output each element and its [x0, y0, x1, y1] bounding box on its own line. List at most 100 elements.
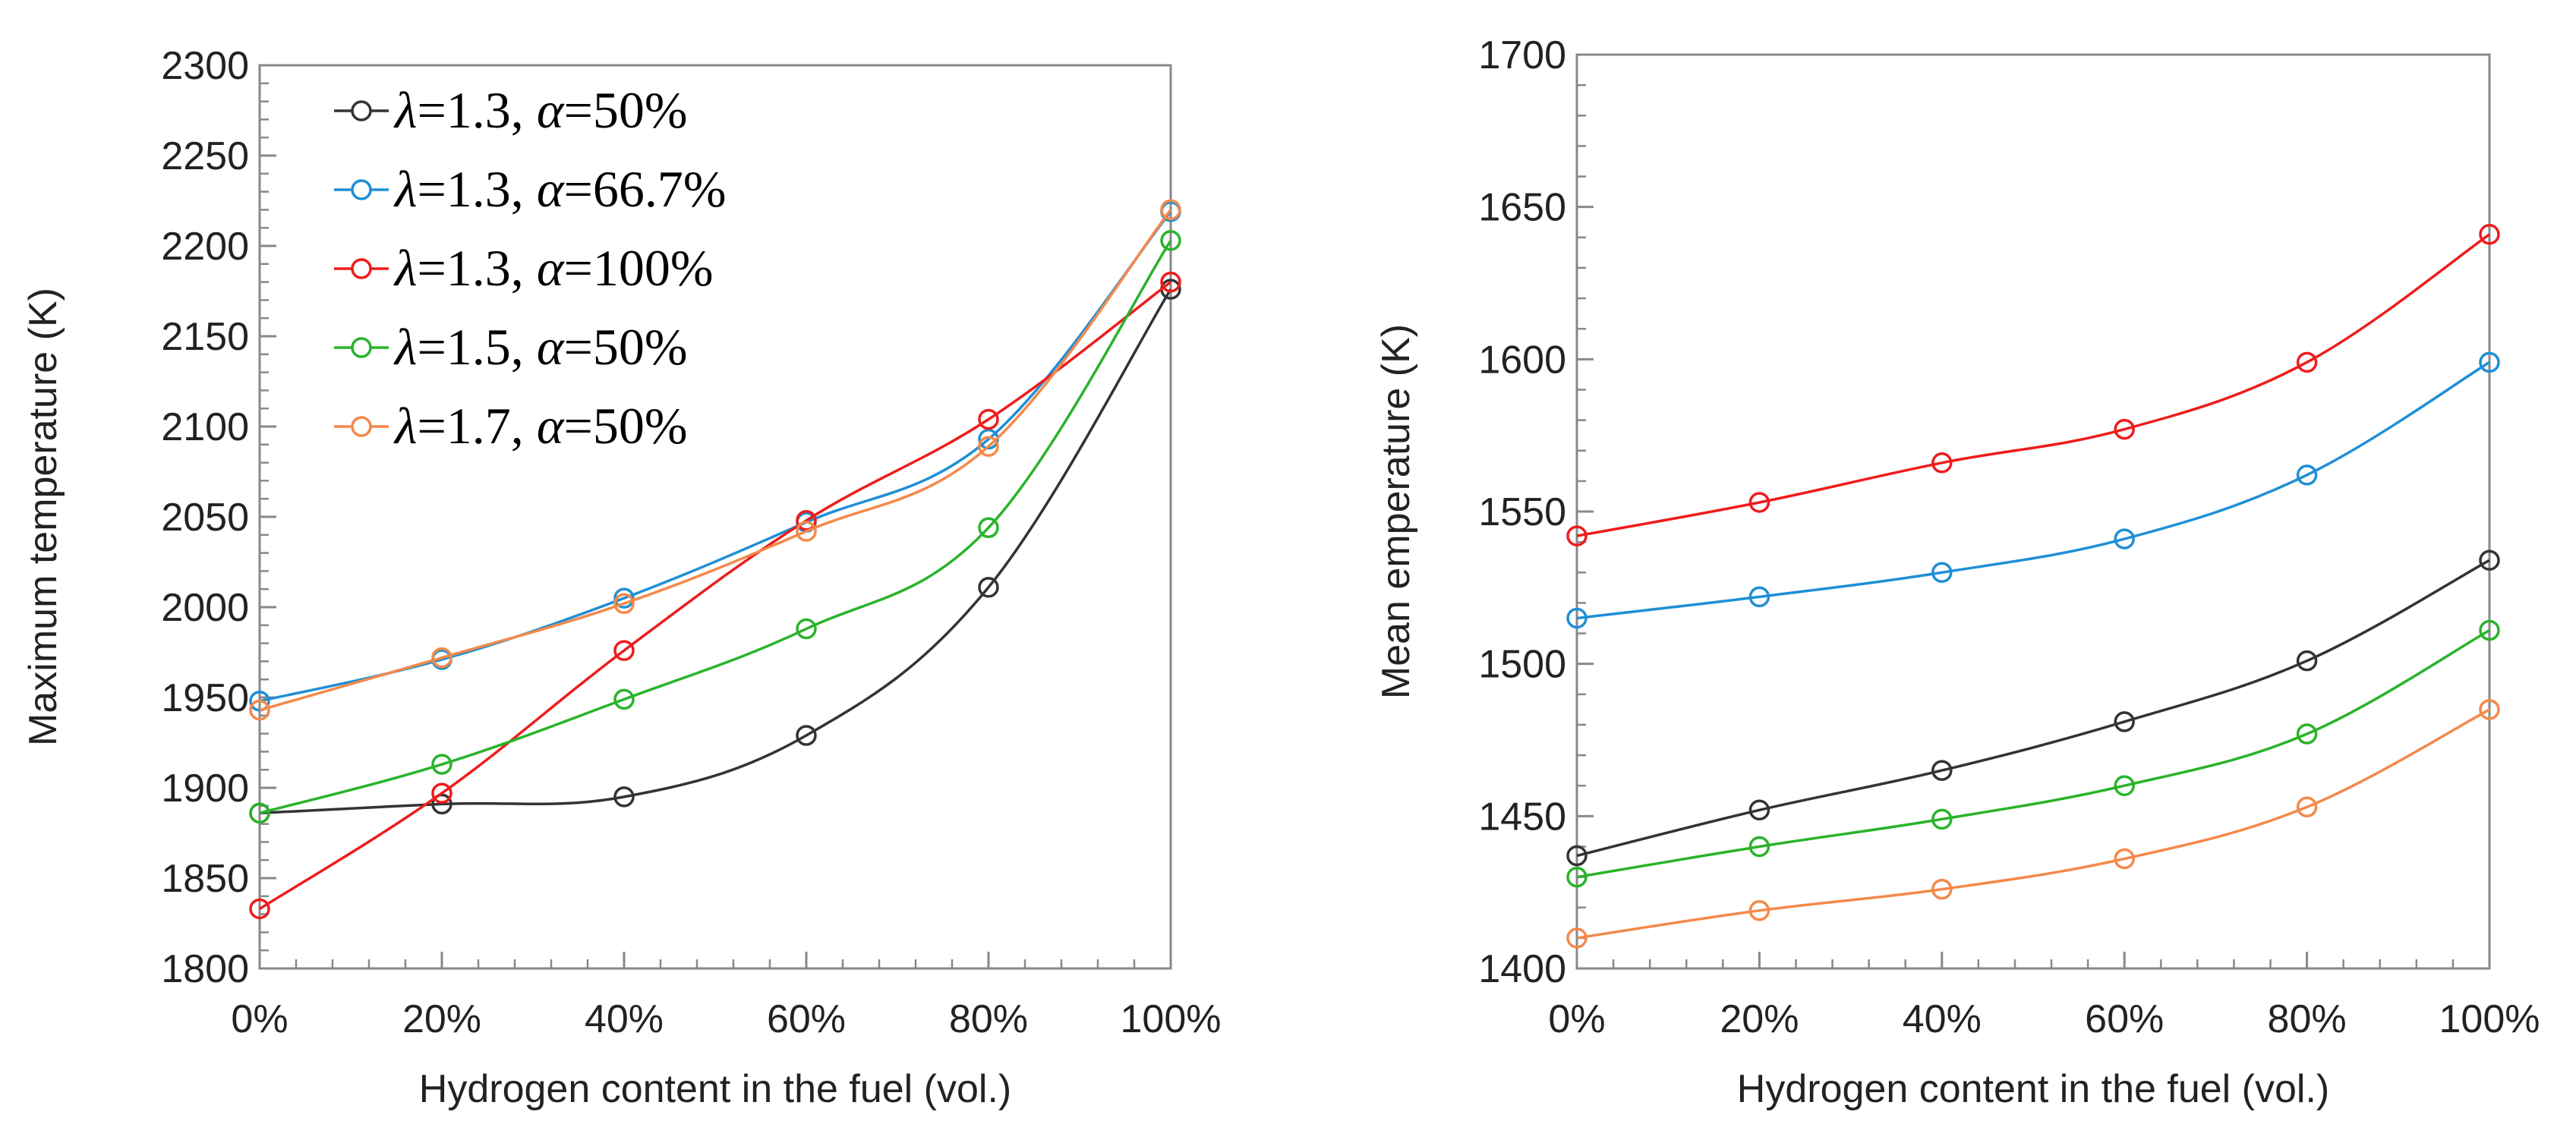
- legend-marker: [351, 416, 372, 437]
- lambda-symbol: λ: [393, 160, 417, 218]
- x-axis-title: Hydrogen content in the fuel (vol.): [1737, 1067, 2329, 1111]
- data-point: [978, 436, 999, 457]
- y-tick-label: 1650: [1478, 186, 1566, 230]
- lambda-value: =1.3,: [417, 81, 536, 139]
- x-tick-label: 100%: [2439, 997, 2540, 1041]
- series-1: [1566, 351, 2500, 629]
- series-line: [259, 210, 1172, 703]
- data-point: [2114, 775, 2135, 796]
- data-point: [2479, 549, 2500, 571]
- legend-marker: [351, 100, 372, 121]
- legend-item: λ=1.3, α=50%: [334, 81, 688, 139]
- legend-label: λ=1.3, α=100%: [393, 239, 714, 297]
- legend-marker: [351, 258, 372, 279]
- lambda-symbol: λ: [393, 318, 417, 376]
- series-2: [1566, 224, 2500, 546]
- alpha-symbol: α: [537, 318, 565, 376]
- data-point: [2296, 650, 2318, 672]
- legend-item: λ=1.3, α=100%: [334, 239, 714, 297]
- lambda-symbol: λ: [393, 81, 417, 139]
- data-point: [249, 691, 270, 712]
- data-point: [249, 898, 270, 920]
- x-tick-label: 40%: [1903, 997, 1982, 1041]
- legend-marker: [351, 179, 372, 200]
- y-tick-label: 1850: [161, 857, 249, 901]
- y-tick-label: 2000: [161, 586, 249, 630]
- lambda-value: =1.3,: [417, 239, 536, 297]
- data-point: [431, 793, 452, 815]
- data-point: [1931, 562, 1953, 584]
- x-tick-label: 60%: [767, 997, 846, 1041]
- y-tick-label: 2050: [161, 496, 249, 540]
- x-tick-label: 20%: [402, 997, 481, 1041]
- data-point: [2479, 699, 2500, 720]
- data-point: [2296, 464, 2318, 486]
- y-tick-label: 2250: [161, 134, 249, 178]
- series-line: [1576, 559, 2490, 858]
- lambda-value: =1.5,: [417, 318, 536, 376]
- data-point: [1931, 760, 1953, 781]
- data-point: [1160, 230, 1181, 251]
- y-tick-label: 2300: [161, 44, 249, 88]
- data-point: [2114, 848, 2135, 870]
- data-point: [1566, 525, 1588, 546]
- series-2: [249, 271, 1181, 920]
- data-point: [2114, 418, 2135, 440]
- data-point: [2479, 351, 2500, 373]
- series-line: [1576, 628, 2490, 879]
- legend-label: λ=1.3, α=66.7%: [393, 160, 727, 218]
- y-tick-label: 1400: [1478, 947, 1566, 991]
- legend-marker: [351, 337, 372, 358]
- series-line: [1576, 361, 2490, 620]
- data-point: [2479, 619, 2500, 641]
- y-tick-label: 2200: [161, 225, 249, 269]
- series-line: [259, 281, 1172, 910]
- alpha-symbol: α: [537, 397, 565, 455]
- data-point: [249, 699, 270, 721]
- data-point: [431, 754, 452, 775]
- series-4: [1566, 699, 2500, 949]
- data-point: [978, 577, 999, 598]
- data-point: [1566, 866, 1588, 888]
- lambda-value: =1.3,: [417, 160, 536, 218]
- series-4: [249, 199, 1181, 721]
- data-point: [1748, 899, 1770, 921]
- data-point: [796, 618, 817, 640]
- x-tick-label: 100%: [1121, 997, 1222, 1041]
- x-tick-label: 0%: [1548, 997, 1605, 1041]
- data-point: [978, 517, 999, 539]
- data-point: [613, 786, 635, 808]
- legend-item: λ=1.3, α=66.7%: [334, 160, 727, 218]
- data-point: [1931, 452, 1953, 474]
- x-axis-title: Hydrogen content in the fuel (vol.): [419, 1067, 1011, 1111]
- legend-item: λ=1.7, α=50%: [334, 397, 688, 455]
- alpha-symbol: α: [537, 160, 565, 218]
- legend-label: λ=1.3, α=50%: [393, 81, 688, 139]
- legend: λ=1.3, α=50%λ=1.3, α=66.7%λ=1.3, α=100%λ…: [334, 81, 727, 455]
- data-point: [2479, 224, 2500, 245]
- data-point: [2296, 351, 2318, 373]
- alpha-symbol: α: [537, 81, 565, 139]
- data-point: [1748, 836, 1770, 858]
- data-point: [1160, 199, 1181, 221]
- series-0: [1566, 549, 2500, 867]
- lambda-symbol: λ: [393, 239, 417, 297]
- y-axis-title: Mean emperature (K): [1374, 324, 1418, 699]
- data-point: [613, 640, 635, 661]
- data-point: [1566, 845, 1588, 867]
- y-tick-label: 1550: [1478, 490, 1566, 534]
- alpha-symbol: α: [537, 239, 565, 297]
- data-point: [1160, 271, 1181, 293]
- series-3: [1566, 619, 2500, 888]
- data-point: [796, 521, 817, 542]
- y-tick-label: 2100: [161, 405, 249, 449]
- alpha-value: =66.7%: [564, 160, 727, 218]
- data-point: [431, 647, 452, 669]
- x-tick-label: 0%: [231, 997, 288, 1041]
- legend-label: λ=1.5, α=50%: [393, 318, 688, 376]
- data-point: [613, 593, 635, 614]
- data-point: [2114, 711, 2135, 732]
- y-tick-label: 1500: [1478, 643, 1566, 687]
- data-point: [613, 587, 635, 609]
- y-tick-label: 1950: [161, 676, 249, 720]
